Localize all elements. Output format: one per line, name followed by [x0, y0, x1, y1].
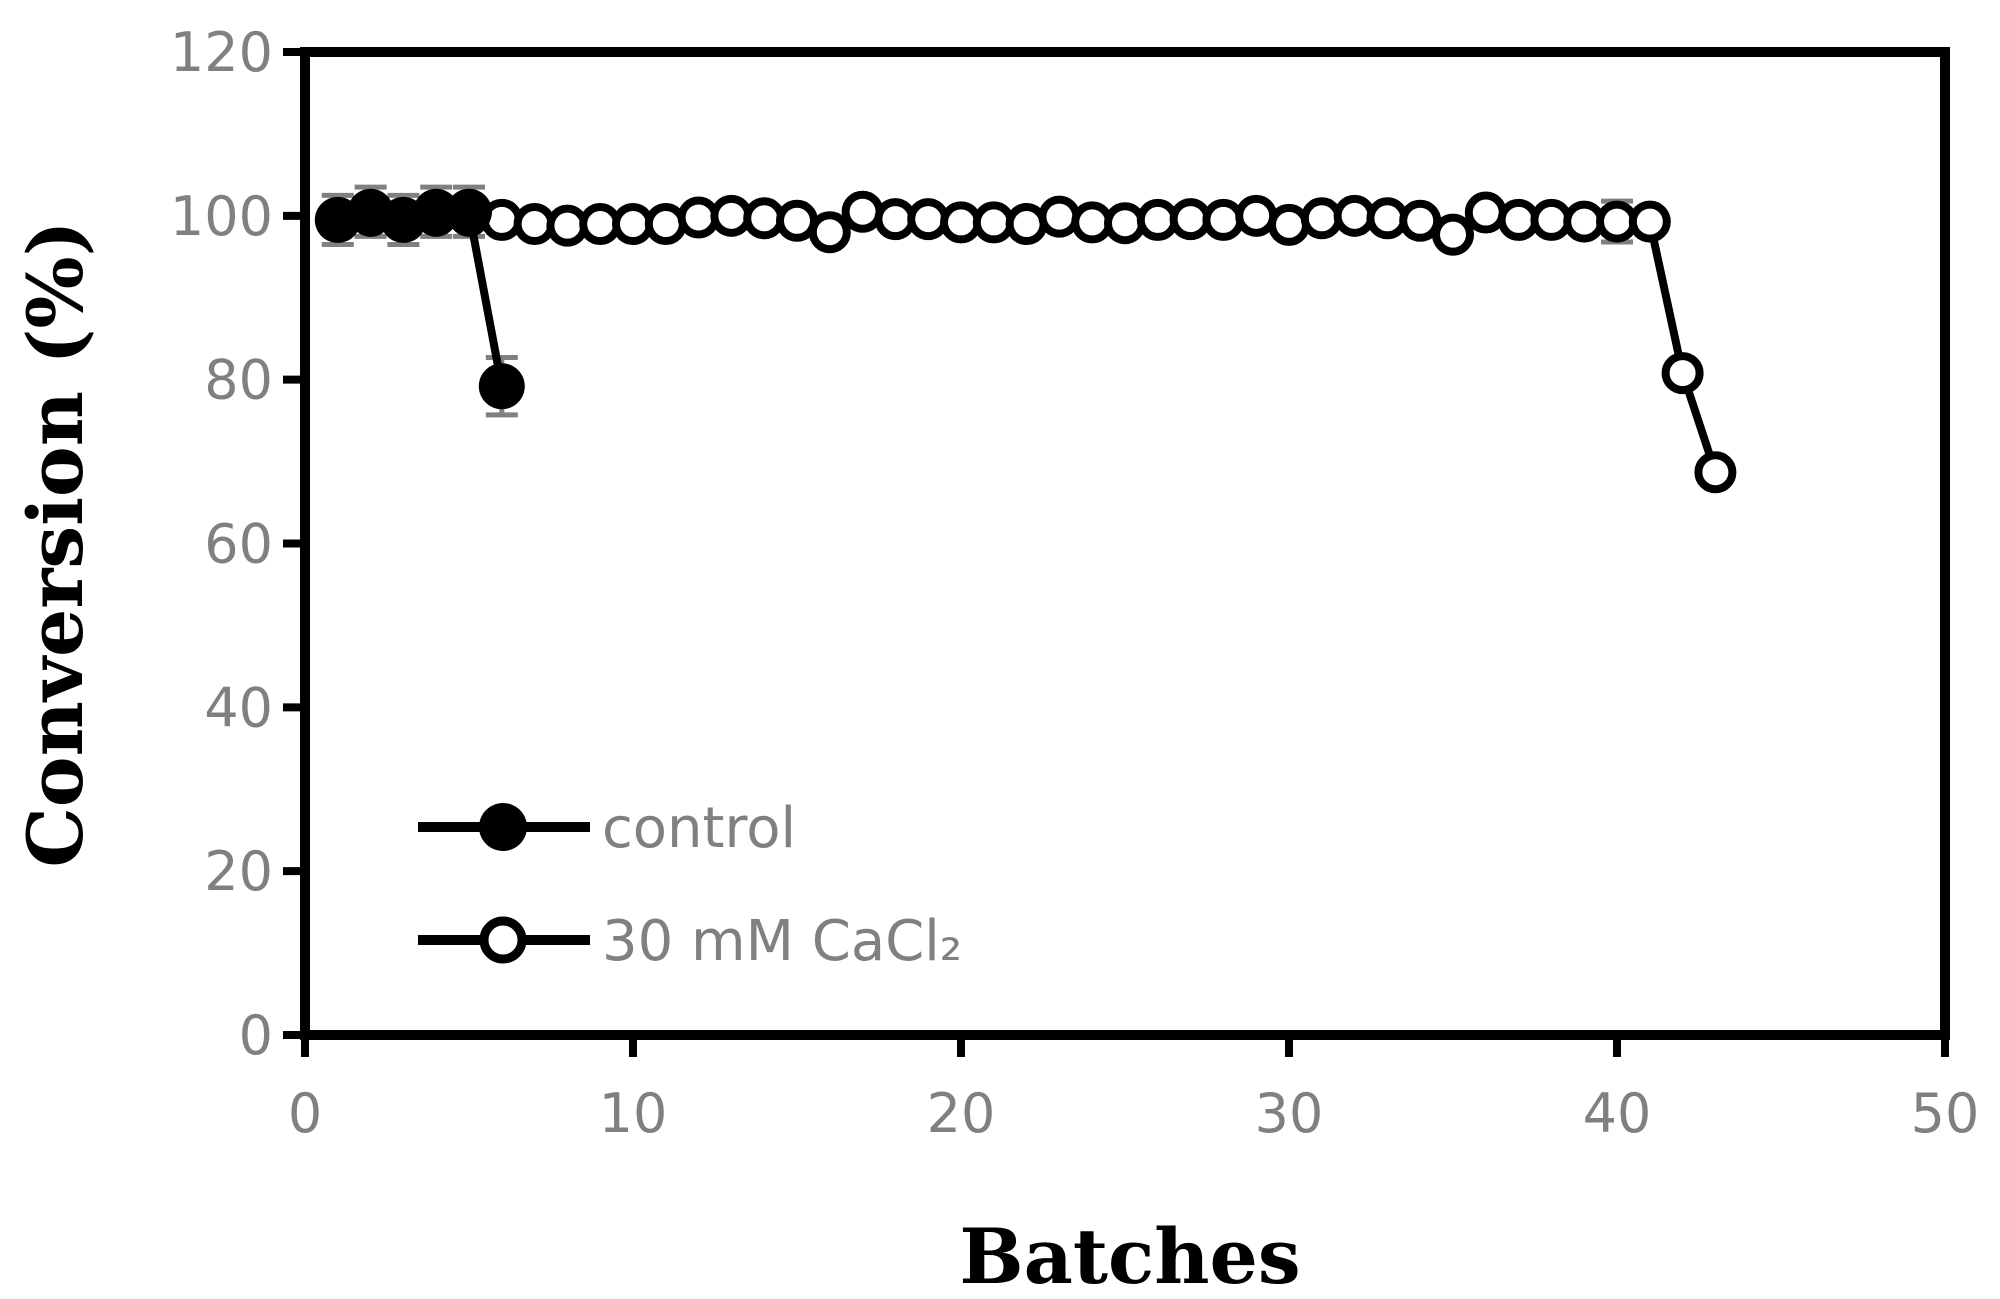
axes-layer: 0 20 40 60 80 100 120 0 10 20 30 40 50	[170, 21, 1979, 1145]
x-tick-label: 20	[927, 1082, 996, 1145]
plot-frame	[300, 47, 1950, 1040]
cacl2-point	[1399, 199, 1442, 242]
cacl2-point	[1268, 203, 1310, 246]
x-tick-label: 40	[1583, 1082, 1652, 1145]
x-tick-label: 0	[288, 1082, 322, 1145]
x-axis-title: Batches	[959, 1212, 1300, 1299]
cacl2-series-line	[337, 207, 1720, 474]
legend-label-control: control	[602, 796, 796, 861]
cacl2-point	[1038, 195, 1081, 238]
cacl2-point	[1628, 200, 1671, 243]
cacl2-point	[644, 203, 687, 246]
control-point	[446, 188, 492, 235]
cacl2-point	[1694, 451, 1737, 494]
cacl2-point	[1432, 213, 1474, 256]
x-tick-label: 30	[1255, 1082, 1324, 1145]
legend-layer: control 30 mM CaCl₂	[418, 796, 962, 974]
cacl2-point	[841, 190, 884, 233]
series-layer	[314, 184, 1737, 494]
cacl2-point	[1104, 202, 1146, 245]
cacl2-point	[808, 211, 851, 254]
cacl2-point	[907, 198, 950, 241]
cacl2-point	[1366, 197, 1409, 240]
cacl2-point	[1235, 194, 1278, 237]
cacl2-point	[1333, 194, 1376, 237]
x-tick-label: 10	[599, 1082, 668, 1145]
cacl2-point	[1005, 203, 1048, 246]
cacl2-point	[1464, 191, 1507, 234]
legend-marker-cacl2	[479, 916, 527, 964]
y-axis-title: Conversion (%)	[11, 220, 100, 867]
y-tick-label: 60	[204, 513, 273, 576]
cacl2-point	[1202, 198, 1245, 241]
y-tick-label: 100	[170, 185, 273, 248]
cacl2-point	[1300, 197, 1343, 240]
y-tick-label: 120	[170, 21, 273, 84]
x-tick-label: 50	[1911, 1082, 1980, 1145]
cacl2-point	[743, 197, 786, 240]
y-tick-label: 0	[239, 1004, 273, 1067]
y-tick-label: 20	[204, 840, 273, 903]
y-tick-label: 40	[204, 676, 273, 739]
y-tick-label: 80	[204, 349, 273, 412]
cacl2-point	[1661, 352, 1704, 395]
control-point	[478, 363, 525, 410]
legend-label-cacl2: 30 mM CaCl₂	[602, 909, 962, 974]
cacl2-point	[710, 194, 753, 237]
control-point	[413, 188, 460, 235]
legend-marker-control	[479, 803, 527, 851]
